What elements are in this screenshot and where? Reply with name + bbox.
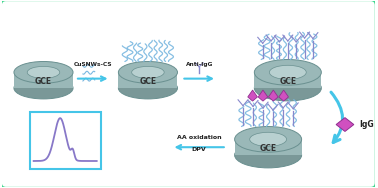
Text: GCE: GCE — [279, 77, 296, 86]
Polygon shape — [235, 139, 302, 155]
Polygon shape — [279, 90, 288, 101]
Text: CuSNWs-CS: CuSNWs-CS — [73, 62, 112, 67]
Ellipse shape — [118, 61, 178, 83]
Polygon shape — [258, 90, 268, 101]
Polygon shape — [248, 90, 257, 101]
Ellipse shape — [254, 60, 321, 85]
Ellipse shape — [270, 65, 306, 79]
Polygon shape — [14, 72, 73, 88]
Polygon shape — [336, 118, 354, 131]
Ellipse shape — [132, 66, 164, 78]
Ellipse shape — [235, 142, 302, 168]
FancyBboxPatch shape — [30, 112, 101, 169]
Text: GCE: GCE — [260, 144, 277, 153]
Ellipse shape — [14, 61, 73, 83]
Polygon shape — [118, 72, 178, 88]
Ellipse shape — [250, 132, 287, 146]
FancyArrowPatch shape — [331, 92, 342, 143]
Polygon shape — [254, 72, 321, 88]
Text: GCE: GCE — [139, 77, 156, 86]
Polygon shape — [268, 90, 278, 101]
Text: Anti-IgG: Anti-IgG — [186, 62, 213, 67]
Text: AA oxidation: AA oxidation — [177, 135, 222, 140]
Text: IgG: IgG — [359, 120, 373, 129]
Text: DPV: DPV — [192, 147, 206, 152]
Ellipse shape — [14, 77, 73, 99]
Text: GCE: GCE — [35, 77, 52, 86]
Ellipse shape — [27, 66, 60, 78]
Ellipse shape — [118, 77, 178, 99]
Ellipse shape — [254, 75, 321, 101]
Ellipse shape — [235, 127, 302, 152]
